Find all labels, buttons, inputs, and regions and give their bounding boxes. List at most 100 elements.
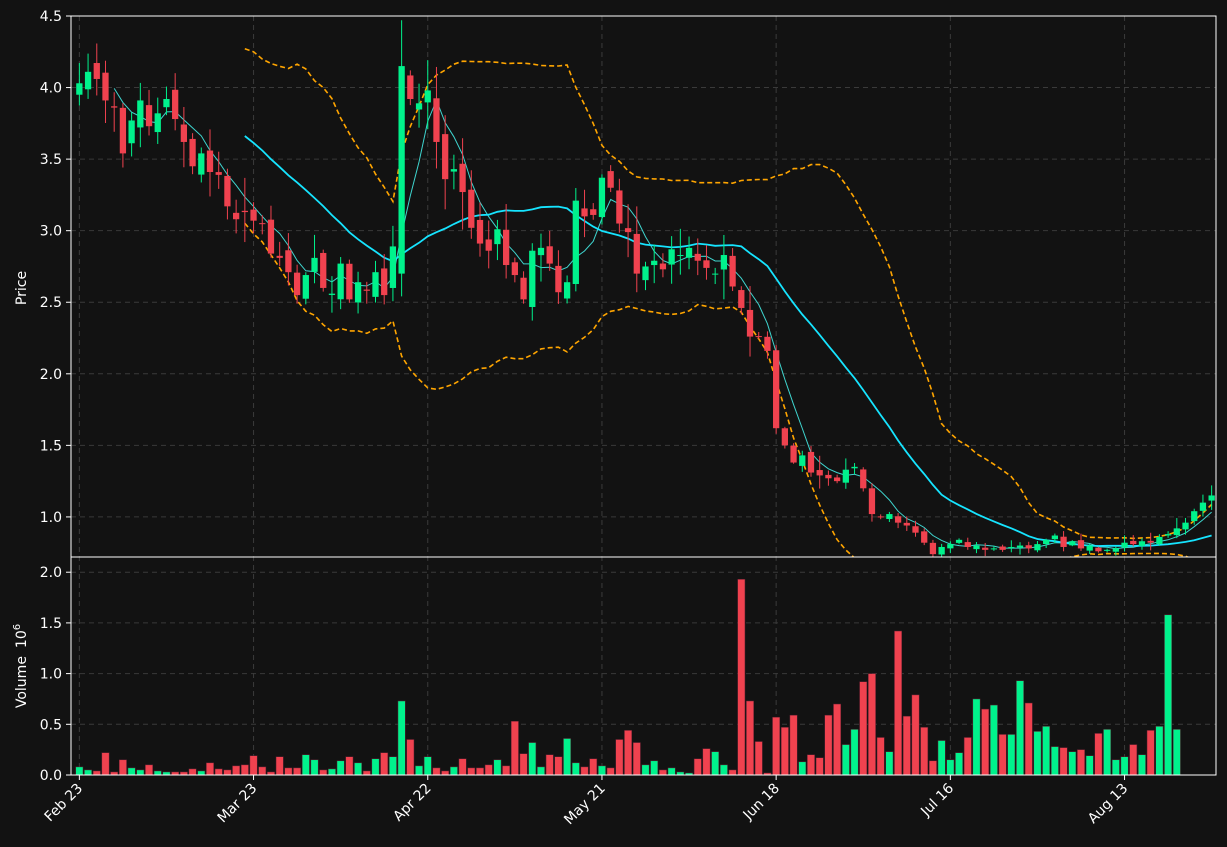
candle-body — [825, 474, 832, 479]
volume-bar — [528, 742, 537, 776]
candle-body — [703, 260, 710, 268]
volume-axis-label: Volume 106 — [12, 624, 30, 708]
candle-body — [886, 514, 893, 519]
candle-body — [955, 539, 963, 543]
volume-bar — [1068, 751, 1077, 776]
candle-body — [816, 470, 823, 476]
volume-bar — [719, 764, 728, 776]
candle-body — [1016, 545, 1024, 548]
volume-bar — [1024, 702, 1033, 776]
candle-body — [799, 455, 806, 466]
candle-body — [372, 272, 379, 297]
candle-body — [755, 336, 762, 338]
volume-bar — [1129, 744, 1138, 776]
volume-bar — [188, 768, 197, 776]
volume-bar — [301, 754, 310, 776]
price-tick-label: 1.5 — [40, 438, 62, 454]
volume-bar — [206, 762, 214, 776]
volume-bar — [101, 752, 110, 776]
candle-body — [746, 309, 754, 337]
volume-bar — [1138, 754, 1146, 776]
candle-body — [773, 350, 780, 429]
candle-body — [363, 289, 370, 291]
candle-body — [111, 106, 118, 108]
candle-body — [851, 466, 858, 469]
volume-bar — [145, 764, 153, 776]
candle-body — [320, 252, 327, 288]
candle-body — [921, 531, 928, 543]
volume-bar — [789, 714, 798, 776]
candle-body — [894, 516, 902, 523]
volume-axis-exponent-base: 10 — [14, 630, 30, 648]
volume-axis-exponent-power: 6 — [12, 624, 23, 630]
volume-bar — [293, 767, 302, 776]
volume-bar — [458, 758, 467, 776]
volume-bar — [223, 769, 232, 776]
candle-body — [982, 547, 989, 550]
volume-bar — [1146, 730, 1155, 776]
volume-bar — [815, 757, 824, 776]
volume-bar — [1164, 614, 1173, 776]
candle-body — [555, 265, 562, 293]
volume-tick-label: 0.5 — [40, 717, 62, 733]
volume-bar — [606, 767, 615, 776]
candle-body — [1069, 541, 1076, 546]
volume-bar — [571, 762, 580, 776]
candle-body — [1043, 539, 1050, 545]
volume-bar — [1042, 726, 1051, 776]
volume-bar — [659, 769, 667, 776]
volume-bar — [449, 766, 458, 776]
volume-bar — [336, 760, 345, 776]
volume-bar — [319, 769, 328, 776]
candle-body — [903, 522, 910, 526]
candle-body — [354, 282, 362, 303]
candle-body — [76, 83, 83, 95]
candle-body — [1086, 545, 1093, 551]
candle-body — [102, 72, 109, 101]
candle-body — [424, 90, 431, 103]
candle-body — [912, 526, 919, 533]
candle-body — [241, 210, 248, 213]
candle-body — [503, 229, 510, 266]
volume-bar — [84, 769, 92, 776]
candle-body — [389, 246, 397, 288]
candle-body — [398, 66, 405, 274]
volume-bar — [989, 704, 998, 776]
volume-bar — [937, 740, 946, 776]
candle-body — [172, 89, 179, 120]
volume-bar — [885, 751, 894, 776]
candle-body — [250, 209, 257, 221]
volume-bar — [240, 764, 249, 776]
candle-body — [537, 247, 545, 256]
volume-bar — [380, 752, 389, 776]
volume-tick-label: 0.0 — [40, 768, 62, 784]
candle-body — [206, 150, 214, 173]
volume-bar — [232, 765, 241, 776]
volume-panel-frame — [70, 556, 1217, 776]
volume-bar — [415, 765, 423, 776]
volume-bar — [711, 751, 720, 776]
candle-body — [259, 223, 266, 225]
candle-body — [563, 282, 571, 299]
candle-body — [860, 469, 867, 489]
candle-body — [1051, 535, 1059, 540]
candle-body — [633, 233, 640, 274]
grid — [71, 15, 1216, 776]
volume-bar — [850, 729, 859, 776]
candle-body — [337, 263, 344, 300]
volume-bar — [807, 754, 815, 776]
volume-bar — [972, 698, 981, 776]
volume-bar — [702, 748, 711, 776]
candle-body — [833, 477, 841, 482]
volume-bar — [859, 681, 868, 776]
candle-body — [1025, 545, 1032, 549]
candle-body — [1130, 540, 1137, 545]
candle-body — [999, 546, 1006, 550]
volume-bar — [510, 721, 519, 776]
volume-bar — [389, 756, 397, 776]
candle-body — [276, 255, 283, 258]
volume-bar — [841, 744, 850, 776]
candle-body — [677, 255, 684, 257]
volume-bar — [502, 765, 511, 776]
volume-bar — [136, 769, 145, 776]
